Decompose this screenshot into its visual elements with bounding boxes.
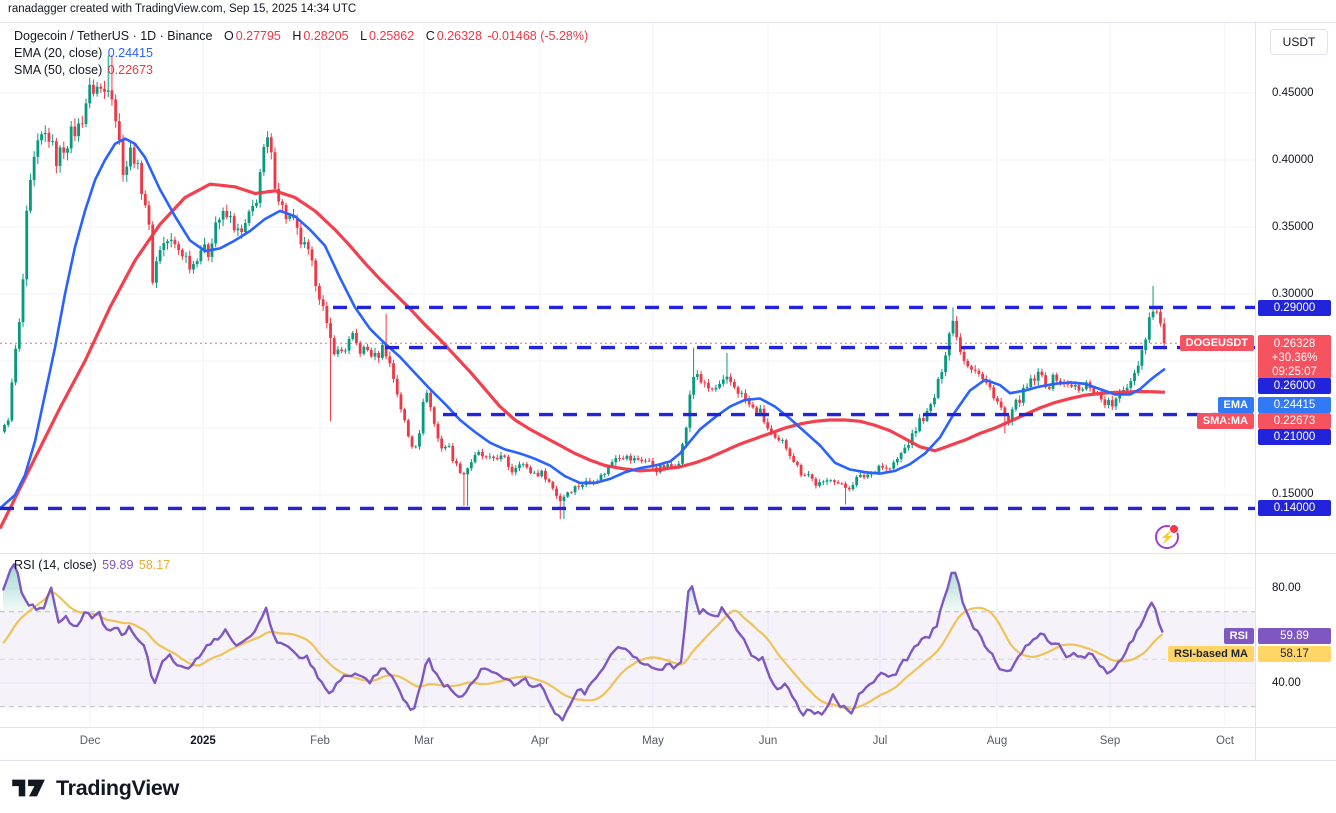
time-axis-month-Jul: Jul: [872, 735, 888, 747]
open-label: O: [223, 29, 234, 43]
sma-legend-row[interactable]: SMA (50, close) 0.22673: [14, 62, 588, 79]
symbol-line-tag[interactable]: DOGEUSDT: [1179, 335, 1254, 351]
time-axis-separator: [0, 727, 1336, 728]
notification-dot: [1169, 524, 1179, 534]
price-axis-tick: 0.15000: [1272, 488, 1314, 500]
tradingview-logo-text: TradingView: [56, 775, 179, 800]
sma-label: SMA (50, close): [14, 63, 103, 77]
price-axis-tick: 80.00: [1272, 582, 1301, 594]
price-axis-tick: 0.40000: [1272, 154, 1314, 166]
card-bottom-border: [0, 760, 1336, 761]
symbol-title: Dogecoin / TetherUS · 1D · Binance: [14, 29, 213, 43]
time-axis-month-2025: 2025: [190, 735, 216, 747]
open-value: 0.27795: [235, 29, 281, 43]
time-axis-month-May: May: [642, 735, 664, 747]
sma-line-tag[interactable]: SMA:MA: [1196, 413, 1254, 429]
time-axis-month-Apr: Apr: [531, 735, 549, 747]
rsi-ma-value: 58.17: [138, 558, 171, 572]
level-price-badge[interactable]: 0.26000: [1258, 378, 1331, 394]
tradingview-logo-mark: [12, 779, 45, 797]
rsi-value: 59.89: [102, 558, 134, 572]
close-label: C: [425, 29, 435, 43]
change-value: -0.01468 (-5.28%): [487, 29, 589, 43]
price-axis-separator: [1255, 22, 1256, 760]
low-value: 0.25862: [369, 29, 415, 43]
rsi-legend-row[interactable]: RSI (14, close) 59.89 58.17: [14, 557, 170, 574]
rsi-legend: RSI (14, close) 59.89 58.17: [14, 557, 170, 574]
price-axis-tick: 0.45000: [1272, 87, 1314, 99]
time-axis-month-Jun: Jun: [758, 735, 778, 747]
time-axis-month-Feb: Feb: [310, 735, 330, 747]
high-label: H: [292, 29, 302, 43]
ema-label: EMA (20, close): [14, 46, 103, 60]
time-axis-month-Aug: Aug: [986, 735, 1008, 747]
symbol-price-badge[interactable]: 0.26328 +30.36% 09:25:07: [1258, 335, 1331, 379]
lightning-indicator-icon[interactable]: ⚡: [1155, 524, 1179, 549]
credit-text: ranadagger created with TradingView.com,…: [8, 3, 357, 15]
level-price-badge[interactable]: 0.21000: [1258, 429, 1331, 445]
lightning-glyph: ⚡: [1159, 530, 1175, 544]
close-value: 0.26328: [436, 29, 482, 43]
ema-price-badge[interactable]: 0.24415: [1258, 397, 1331, 413]
time-axis-month-Sep: Sep: [1099, 735, 1121, 747]
price-axis-tick: 40.00: [1272, 677, 1301, 689]
low-label: L: [360, 29, 368, 43]
time-axis-month-Mar: Mar: [414, 735, 434, 747]
main-legend: Dogecoin / TetherUS · 1D · Binance O 0.27…: [14, 28, 588, 79]
pane-separator[interactable]: [0, 553, 1336, 554]
symbol-legend-row[interactable]: Dogecoin / TetherUS · 1D · Binance O 0.27…: [14, 28, 588, 45]
sma-value: 0.22673: [107, 63, 153, 77]
rsi_ma-line-tag[interactable]: RSI-based MA: [1168, 646, 1254, 662]
sma-price-badge[interactable]: 0.22673: [1258, 413, 1331, 429]
time-axis-month-Dec: Dec: [79, 735, 101, 747]
level-price-badge[interactable]: 0.29000: [1258, 300, 1331, 316]
ema-value: 0.24415: [107, 46, 153, 60]
rsi_ma-price-badge[interactable]: 58.17: [1258, 646, 1331, 662]
ema-legend-row[interactable]: EMA (20, close) 0.24415: [14, 45, 588, 62]
price-axis-tick: 0.35000: [1272, 221, 1314, 233]
rsi-line-tag[interactable]: RSI: [1223, 628, 1254, 644]
tradingview-logo[interactable]: TradingView: [10, 774, 179, 802]
level-price-badge[interactable]: 0.14000: [1258, 500, 1331, 516]
time-axis-month-Oct: Oct: [1216, 735, 1234, 747]
currency-toggle-button[interactable]: USDT: [1270, 29, 1328, 55]
rsi-price-badge[interactable]: 59.89: [1258, 628, 1331, 644]
price-axis-tick: 0.30000: [1272, 288, 1314, 300]
high-value: 0.28205: [303, 29, 349, 43]
card-top-border: [0, 22, 1336, 23]
ema-line-tag[interactable]: EMA: [1217, 397, 1254, 413]
rsi-label: RSI (14, close): [14, 558, 97, 572]
